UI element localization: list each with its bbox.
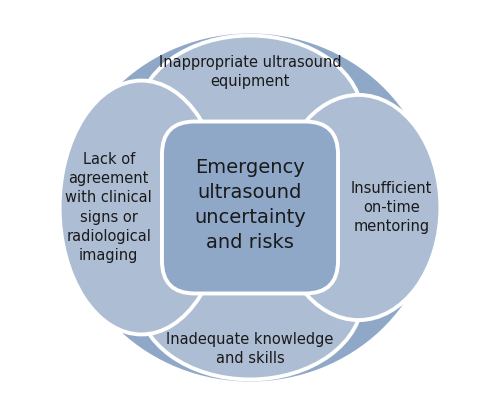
- FancyBboxPatch shape: [162, 122, 338, 293]
- Ellipse shape: [66, 34, 434, 381]
- Text: Emergency
ultrasound
uncertainty
and risks: Emergency ultrasound uncertainty and ris…: [194, 159, 306, 252]
- Text: Insufficient
on-time
mentoring: Insufficient on-time mentoring: [350, 181, 432, 234]
- Ellipse shape: [60, 81, 224, 334]
- Ellipse shape: [276, 95, 440, 320]
- Ellipse shape: [138, 216, 362, 379]
- Text: Inappropriate ultrasound
equipment: Inappropriate ultrasound equipment: [158, 55, 342, 90]
- Text: Lack of
agreement
with clinical
signs or
radiological
imaging: Lack of agreement with clinical signs or…: [66, 152, 152, 263]
- Ellipse shape: [138, 36, 362, 199]
- Text: Inadequate knowledge
and skills: Inadequate knowledge and skills: [166, 332, 334, 366]
